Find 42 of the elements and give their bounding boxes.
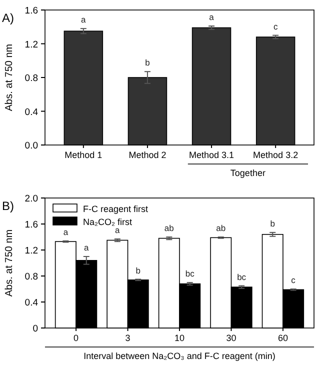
- data-label: c: [291, 275, 296, 285]
- legend-label: F-C reagent first: [83, 204, 149, 214]
- y-tick-label: 0: [32, 324, 38, 334]
- y-tick-label: 0.8: [24, 73, 38, 84]
- data-label: a: [81, 14, 86, 25]
- data-label: a: [209, 12, 214, 22]
- y-tick-label: 1.6: [24, 6, 38, 16]
- chart-title: A): [2, 11, 14, 25]
- x-tick-label: 0: [74, 333, 79, 343]
- y-tick-label: 1.2: [24, 246, 38, 256]
- y-tick-label: 0.8: [24, 272, 38, 282]
- x-tick-label: 3: [125, 333, 130, 343]
- data-label: ab: [216, 223, 226, 233]
- y-tick-label: 1.6: [24, 220, 38, 230]
- y-tick-label: 0.0: [24, 140, 38, 152]
- x-tick-label: Method 2: [128, 150, 166, 160]
- x-tick-label: 60: [278, 333, 288, 343]
- data-label: ab: [164, 223, 174, 233]
- y-tick-label: 0.4: [24, 106, 38, 118]
- x-tick-label: Method 3.1: [189, 150, 234, 160]
- data-label: bc: [237, 272, 247, 282]
- data-label: a: [115, 224, 120, 235]
- data-label: a: [84, 242, 90, 252]
- legend-label: Na₂CO₂ first: [83, 217, 132, 227]
- data-label: b: [145, 58, 150, 68]
- data-label: a: [63, 226, 68, 237]
- y-tick-label: 0.4: [24, 298, 38, 308]
- x-tick-label: Method 1: [64, 150, 102, 160]
- y-tick-label: 2.0: [24, 194, 38, 204]
- data-label: b: [270, 218, 276, 228]
- data-label: c: [273, 21, 278, 32]
- x-axis-title: Interval between Na₂CO₃ and F-C reagent (min): [84, 351, 276, 361]
- y-axis-title: Abs. at 750 nm: [4, 229, 15, 297]
- x-tick-label: 30: [226, 333, 236, 343]
- y-axis-title: Abs. at 750 nm: [4, 44, 15, 112]
- chart-title: B): [2, 199, 14, 213]
- data-label: b: [136, 265, 141, 276]
- text: Together: [230, 168, 266, 178]
- data-label: bc: [185, 268, 196, 278]
- x-tick-label: 10: [174, 333, 185, 343]
- x-tick-label: Method 3.2: [253, 150, 298, 160]
- y-tick-label: 1.2: [24, 39, 38, 50]
